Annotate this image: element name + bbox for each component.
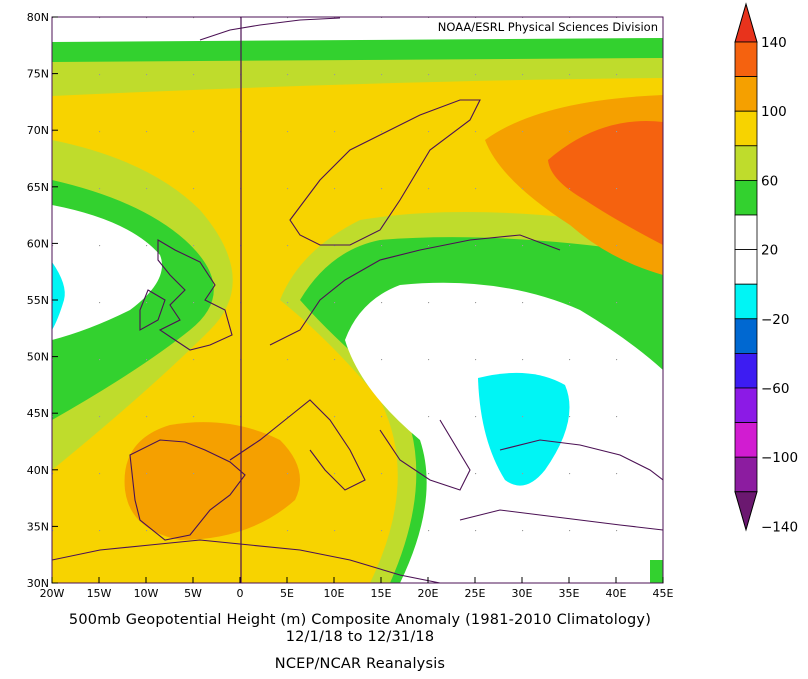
caption-dates: 12/1/18 to 12/31/18 [285, 629, 435, 645]
lon-label: 20E [418, 587, 439, 600]
colorbar-segment [734, 456, 758, 493]
colorbar-segment [734, 318, 758, 354]
colorbar-label: −20 [761, 312, 790, 328]
lat-label: 35N [27, 520, 49, 533]
lon-label: 45E [653, 587, 674, 600]
coast-iberia [129, 439, 246, 541]
colorbar-segment [734, 387, 758, 423]
lat-label: 45N [27, 407, 49, 420]
lon-label: 10W [134, 587, 159, 600]
caption-title: 500mb Geopotential Height (m) Composite … [68, 612, 652, 628]
lon-label: 5E [280, 587, 294, 600]
colorbar-label: 20 [761, 243, 778, 259]
lat-label: 50N [27, 351, 49, 364]
lon-label: 5W [184, 587, 202, 600]
coastlines [52, 17, 663, 583]
coast-turkey [459, 509, 663, 531]
credit-label: NOAA/ESRL Physical Sciences Division [438, 20, 658, 34]
lat-label: 75N [27, 68, 49, 81]
longitude-axis: 20W 15W 10W 5W 0 5E 10E 15E 20E 25E 30E 35E 40E 45E [40, 577, 674, 600]
lon-label: 35E [559, 587, 580, 600]
colorbar-label: −100 [761, 450, 798, 466]
colorbar-segment [734, 422, 758, 458]
colorbar-segment [734, 249, 758, 285]
colorbar-label: 60 [761, 173, 778, 189]
lat-label: 30N [27, 577, 49, 590]
coast-arctic [199, 17, 341, 41]
colorbar-label: 140 [761, 35, 787, 51]
lon-label: 20W [40, 587, 65, 600]
coast-north-europe [269, 234, 561, 346]
lat-label: 60N [27, 237, 49, 250]
coast-black-sea [499, 439, 663, 481]
colorbar-label: −60 [761, 381, 790, 397]
lon-label: 15E [371, 587, 392, 600]
lon-label: 30E [512, 587, 533, 600]
lon-label: 15W [87, 587, 112, 600]
coast-north-africa [52, 539, 441, 583]
coast-britain [157, 239, 233, 351]
credit-box [378, 18, 662, 35]
colorbar-segment [734, 352, 758, 389]
colorbar-segment [734, 76, 758, 112]
lat-label: 55N [27, 294, 49, 307]
colorbar-segment [734, 214, 758, 250]
lon-label: 0 [237, 587, 244, 600]
lat-label: 40N [27, 464, 49, 477]
colorbar-top-arrow [734, 2, 758, 43]
coast-scandinavia [289, 99, 481, 246]
grid-dots [52, 17, 663, 583]
lat-label: 70N [27, 124, 49, 137]
colorbar-segment [734, 179, 758, 216]
lat-label: 80N [27, 11, 49, 24]
caption-source: NCEP/NCAR Reanalysis [274, 656, 446, 672]
colorbar-segment [734, 145, 758, 181]
colorbar-label: −140 [761, 519, 798, 535]
lon-label: 25E [465, 587, 486, 600]
coast-ireland [139, 289, 166, 331]
coast-balkans [379, 419, 471, 491]
colorbar-segment [734, 283, 758, 320]
lon-label: 40E [606, 587, 627, 600]
lon-label: 10E [324, 587, 345, 600]
colorbar-bottom-arrow [734, 491, 758, 532]
colorbar: 140 100 60 20 −20 −60 −100 −140 [734, 2, 798, 535]
lat-label: 65N [27, 181, 49, 194]
anomaly-field [52, 17, 663, 583]
colorbar-label: 100 [761, 104, 787, 120]
coast-france-italy [229, 399, 366, 491]
latitude-axis: 80N 75N 70N 65N 60N 55N 50N 45N 40N 35N 30N [27, 11, 58, 590]
colorbar-segment [734, 41, 758, 77]
colorbar-segment [734, 110, 758, 147]
